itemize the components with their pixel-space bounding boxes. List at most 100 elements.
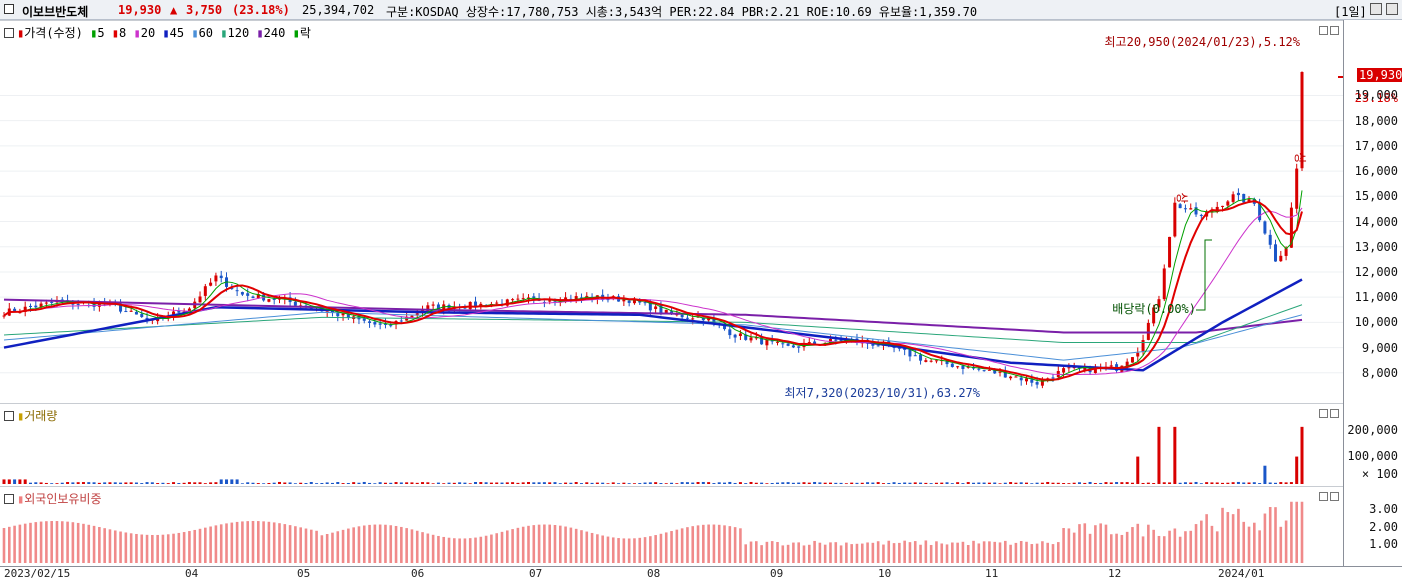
pane-max-icon[interactable] <box>1330 492 1339 501</box>
price-axis[interactable]: 23.18% 19,000 18,000 17,000 16,000 15,000 14,… <box>1343 20 1402 403</box>
candle-body <box>426 305 430 312</box>
ma20-line <box>3 207 1303 376</box>
volume-bar <box>866 482 870 484</box>
candle-body <box>574 296 578 300</box>
candle-body <box>378 323 382 325</box>
foreign-ratio-bar <box>606 536 610 563</box>
volume-bar <box>177 483 181 484</box>
foreign-ratio-bar <box>543 524 546 563</box>
foreign-ratio-bar <box>1279 526 1283 563</box>
candle-body <box>124 311 128 313</box>
volume-bar <box>807 482 811 484</box>
volume-bar <box>304 483 308 484</box>
foreign-ratio-bar <box>834 542 838 563</box>
stock-select-checkbox[interactable] <box>4 4 14 14</box>
foreign-ratio-bar <box>479 536 483 563</box>
candle-body <box>516 298 520 300</box>
volume-bar <box>1146 482 1150 484</box>
volume-bar <box>1295 456 1299 484</box>
foreign-ratio-bar <box>272 522 276 563</box>
candle-body <box>632 298 636 304</box>
volume-bar <box>267 483 271 484</box>
foreign-ratio-bar <box>394 525 398 563</box>
close-button[interactable] <box>1386 3 1398 15</box>
candle-body <box>733 334 737 338</box>
foreign-ratio-bar <box>352 527 355 563</box>
pane-min-icon[interactable] <box>1319 492 1328 501</box>
foreign-ratio-bar <box>156 534 159 563</box>
ma60-legend: 60 <box>198 26 214 40</box>
volume-bar <box>1099 482 1103 484</box>
foreign-ratio-bar <box>1221 507 1224 563</box>
date-label: 07 <box>529 567 543 580</box>
date-label: 08 <box>647 567 661 580</box>
foreign-ratio-bar <box>1062 528 1065 563</box>
foreign-ratio-bar <box>511 529 514 563</box>
volume-bar <box>664 483 668 484</box>
pane-min-icon[interactable] <box>1319 409 1328 418</box>
volume-axis[interactable]: 200,000 100,000 × 100 <box>1343 403 1402 486</box>
volume-bar <box>691 482 695 484</box>
volume-bar <box>1125 482 1129 484</box>
volume-pane-toggle-icon[interactable] <box>4 411 14 421</box>
foreign-ratio-bar <box>198 528 202 563</box>
foreign-ratio-bar <box>1141 536 1145 563</box>
volume-bar <box>505 482 509 484</box>
volume-bar <box>1115 482 1119 484</box>
foreign-pane-toggle-icon[interactable] <box>4 494 14 504</box>
volume-bar <box>950 483 954 484</box>
pane-max-icon[interactable] <box>1330 26 1339 35</box>
pane-min-icon[interactable] <box>1319 26 1328 35</box>
volume-bar <box>346 482 350 484</box>
header-bar: 이보브반도체 19,930 ▲ 3,750 (23.18%) 25,394,70… <box>0 0 1402 20</box>
pane-max-icon[interactable] <box>1330 409 1339 418</box>
volume-legend: ▮거래량 <box>4 407 57 424</box>
minimize-button[interactable] <box>1370 3 1382 15</box>
foreign-ratio-bar <box>760 545 763 563</box>
foreign-ratio-bar <box>251 521 255 563</box>
candle-body <box>1130 357 1134 363</box>
foreign-ratio-bar <box>29 522 32 563</box>
volume-bar <box>611 482 615 484</box>
foreign-ratio-bar <box>214 525 218 563</box>
foreign-ratio-bar <box>664 532 668 563</box>
foreign-ratio-bar <box>204 527 207 563</box>
foreign-ratio-bar <box>1295 501 1299 563</box>
foreign-ratio-bar <box>972 540 975 563</box>
candle-body <box>797 346 801 348</box>
foreign-ratio-bar <box>860 543 864 563</box>
volume-bar <box>585 482 589 484</box>
volume-bar <box>389 482 393 484</box>
volume-bar <box>1040 482 1044 484</box>
candle-body <box>654 306 658 310</box>
price-tick: 15,000 <box>1354 189 1398 204</box>
candle-body <box>1125 361 1129 368</box>
foreign-ratio-bar <box>807 544 811 563</box>
volume-bar <box>288 482 292 484</box>
foreign-ratio-bar <box>490 534 493 563</box>
price-pane-toggle-icon[interactable] <box>4 28 14 38</box>
foreign-ratio-bar <box>903 540 906 563</box>
change-percent: (23.18%) <box>232 3 290 17</box>
candle-body <box>1189 208 1193 210</box>
candle-body <box>993 368 997 374</box>
candle-body <box>495 302 499 304</box>
foreign-ratio-bar <box>781 545 785 563</box>
period-selector[interactable]: [1일] <box>1334 5 1367 19</box>
foreign-ratio-bar <box>453 538 456 563</box>
volume-bar <box>219 479 223 484</box>
ma240-legend: 240 <box>263 26 286 40</box>
foreign-ratio-bar <box>611 537 615 563</box>
volume-bar <box>81 482 85 484</box>
volume-bar <box>945 482 949 484</box>
foreign-ratio-bar <box>749 541 753 563</box>
foreign-ratio-bar <box>765 541 769 563</box>
volume-bar <box>1168 482 1172 484</box>
foreign-axis[interactable]: 3.00 2.00 1.00 <box>1343 486 1402 566</box>
stock-name[interactable]: 이보브반도체 <box>22 5 89 19</box>
date-label: 09 <box>770 567 784 580</box>
price-tick: 8,000 <box>1361 365 1398 380</box>
foreign-ratio-bar <box>172 533 175 563</box>
chart-canvas[interactable]: 최고20,950(2024/01/23),5.12% 최저7,320(2023/1… <box>0 0 1343 566</box>
